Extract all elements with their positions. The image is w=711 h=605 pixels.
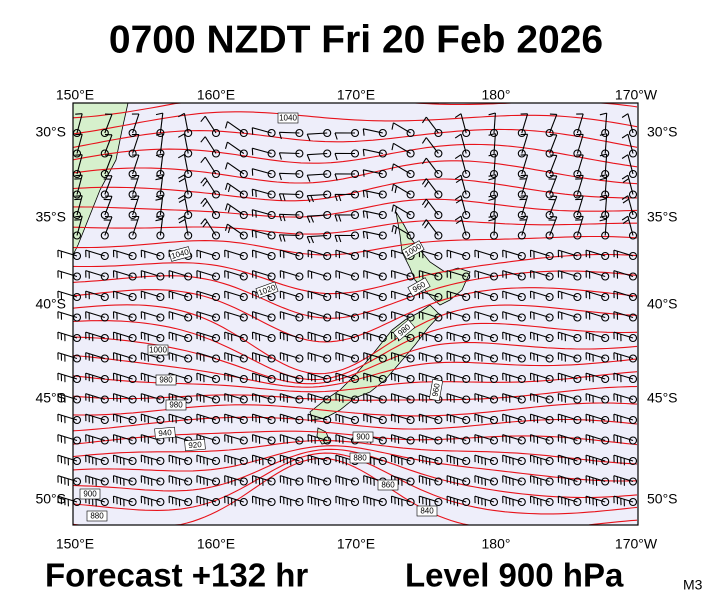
barb-staff — [279, 173, 299, 174]
barb-staff — [279, 194, 299, 195]
lon-label-bottom: 150°E — [56, 536, 94, 552]
contour-label: 1040 — [278, 113, 298, 123]
contour-label-text: 980 — [169, 401, 183, 410]
contour-label-text: 860 — [381, 481, 395, 490]
barb-feather — [75, 134, 82, 135]
contour-label-text: 940 — [158, 428, 173, 438]
barb-feather — [75, 216, 82, 217]
model: M3 — [683, 577, 703, 593]
lon-label-bottom: 180° — [482, 536, 511, 552]
contour-label: 840 — [417, 506, 437, 516]
contour-label: 900 — [353, 432, 373, 442]
contour-label: 940 — [155, 427, 176, 439]
contour-label-text: 1000 — [149, 346, 167, 355]
contour-label: 980 — [156, 375, 176, 385]
barb-staff — [279, 132, 299, 133]
barb-staff — [279, 235, 299, 236]
contour-label: 920 — [185, 439, 206, 451]
lat-label-left: 35°S — [35, 209, 66, 225]
barb-feather — [75, 196, 82, 197]
lat-label-left: 40°S — [35, 296, 66, 312]
contour-label-text: 840 — [420, 507, 434, 516]
contour-label-text: 1040 — [279, 114, 297, 123]
lat-label-left: 30°S — [35, 124, 66, 140]
lon-label-top: 150°E — [56, 87, 94, 103]
lat-label-left: 45°S — [35, 390, 66, 406]
lat-label-right: 50°S — [647, 491, 678, 507]
barb-feather — [75, 175, 82, 176]
contour-label-text: 980 — [159, 376, 173, 385]
contour-label: 880 — [87, 511, 107, 521]
forecast: Forecast +132 hr — [45, 557, 308, 594]
contour-label: 1000 — [148, 345, 168, 355]
lon-label-bottom: 160°E — [197, 536, 235, 552]
lat-label-left: 50°S — [35, 491, 66, 507]
level: Level 900 hPa — [405, 557, 624, 594]
contour-label-text: 880 — [90, 512, 104, 521]
lat-label-right: 30°S — [647, 124, 678, 140]
title: 0700 NZDT Fri 20 Feb 2026 — [109, 18, 603, 61]
lat-label-right: 35°S — [647, 209, 678, 225]
lon-label-top: 170°E — [337, 87, 375, 103]
lat-label-right: 40°S — [647, 296, 678, 312]
lon-label-bottom: 170°W — [615, 536, 658, 552]
contour-label: 880 — [350, 453, 370, 463]
contour-label-text: 920 — [188, 440, 203, 450]
contour-label-text: 900 — [83, 490, 97, 499]
contour-label: 900 — [80, 489, 100, 499]
contour-label: 980 — [166, 400, 186, 410]
barb-staff — [279, 153, 299, 154]
contour-label: 860 — [378, 480, 398, 490]
lon-label-bottom: 170°E — [337, 536, 375, 552]
lon-label-top: 180° — [482, 87, 511, 103]
lon-label-top: 170°W — [615, 87, 658, 103]
lon-label-top: 160°E — [197, 87, 235, 103]
lat-label-right: 45°S — [647, 390, 678, 406]
barb-feather — [75, 114, 82, 115]
barb-staff — [279, 214, 299, 215]
contour-label-text: 900 — [356, 433, 370, 442]
contour-label-text: 880 — [353, 454, 367, 463]
barb-feather — [75, 155, 82, 156]
